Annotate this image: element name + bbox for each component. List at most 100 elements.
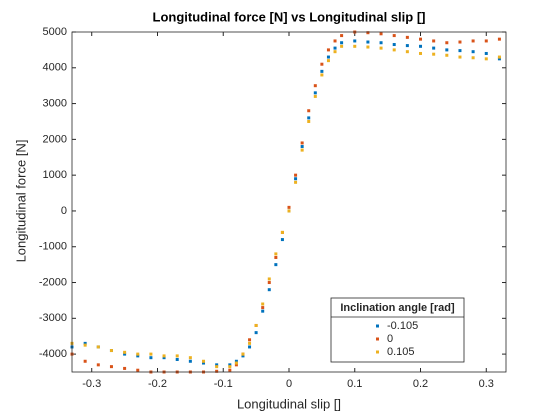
point [136,368,140,372]
y-tick-label: 2000 [43,133,67,145]
point [274,252,278,256]
point [445,41,449,45]
legend-marker [376,337,379,341]
point [294,180,298,184]
point [320,62,324,66]
point [419,51,423,55]
point [215,365,219,369]
legend-label: -0.105 [387,320,418,332]
x-axis-label: Longitudinal slip [] [237,396,341,411]
point [313,94,317,98]
y-axis-label: Longitudinal force [N] [13,140,28,263]
point [307,116,311,120]
point [445,53,449,57]
point [254,331,258,335]
point [405,44,409,48]
point [149,352,153,356]
point [320,69,324,73]
point [458,49,462,53]
point [405,35,409,39]
point [136,352,140,356]
point [419,44,423,48]
point [123,366,127,370]
point [175,354,179,358]
point [313,84,317,88]
point [188,359,192,363]
point [313,91,317,95]
y-tick-label: -1000 [39,241,67,253]
point [353,44,357,48]
y-tick-label: 1000 [43,169,67,181]
point [458,40,462,44]
point [234,363,238,367]
point [83,341,87,345]
legend-marker [376,324,379,328]
point [392,43,396,47]
x-tick-label: -0.1 [214,378,233,390]
y-tick-label: 4000 [43,62,67,74]
point [300,141,304,145]
point [294,173,298,177]
point [248,341,252,345]
point [445,48,449,52]
point [471,39,475,43]
point [234,359,238,363]
point [300,148,304,152]
point [497,37,501,41]
x-tick-label: -0.2 [148,378,167,390]
x-tick-label: 0 [286,378,292,390]
point [366,45,370,49]
point [471,56,475,60]
point [484,51,488,55]
point [83,343,87,347]
y-tick-label: -2000 [39,276,67,288]
point [307,109,311,113]
point [484,39,488,43]
point [241,352,245,356]
point [340,44,344,48]
point [280,238,284,242]
point [326,55,330,59]
point [241,354,245,358]
point [267,277,271,281]
x-tick-label: 0.2 [413,378,428,390]
point [267,288,271,292]
point [261,302,265,306]
point [320,73,324,77]
point [497,55,501,59]
point [228,363,232,367]
point [405,50,409,54]
point [136,354,140,358]
point [215,363,219,367]
point [96,363,100,367]
point [379,46,383,50]
point [261,309,265,313]
point [162,354,166,358]
x-tick-label: -0.3 [82,378,101,390]
point [307,119,311,123]
point [287,209,291,213]
point [333,46,337,50]
y-tick-label: 3000 [43,97,67,109]
point [267,281,271,285]
point [234,361,238,365]
legend-box [330,297,465,363]
point [123,350,127,354]
y-tick-label: 5000 [43,26,67,38]
point [497,57,501,61]
point [379,41,383,45]
legend-label: 0 [387,333,393,345]
y-tick-label: -4000 [39,348,67,360]
axes-box [71,31,507,373]
point [109,349,113,353]
point [432,52,436,56]
point [471,50,475,54]
point [188,356,192,360]
point [392,34,396,38]
point [326,48,330,52]
point [228,365,232,369]
point [280,230,284,234]
point [261,306,265,310]
point [300,145,304,149]
